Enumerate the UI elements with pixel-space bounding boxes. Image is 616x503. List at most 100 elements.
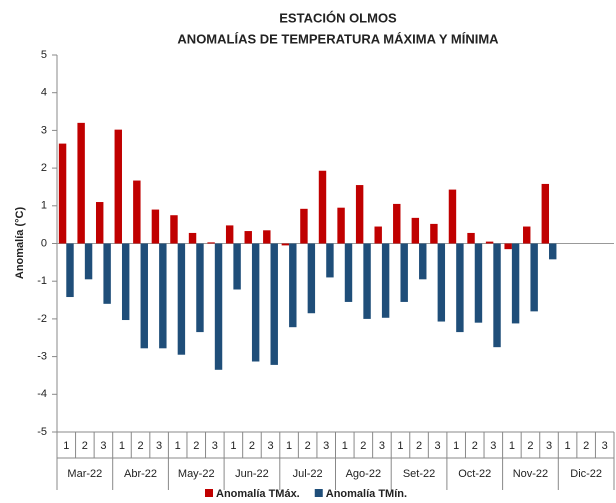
bar <box>207 242 215 244</box>
bar <box>300 208 308 244</box>
x-tick-label: 2 <box>583 440 589 452</box>
bar <box>281 243 290 246</box>
bar <box>58 143 67 244</box>
x-tick-label: 3 <box>323 440 329 452</box>
x-tick-label: 2 <box>137 440 143 452</box>
bar <box>326 243 334 278</box>
bar <box>140 243 148 349</box>
bar <box>121 243 130 321</box>
y-tick-label: 2 <box>41 162 47 174</box>
y-tick-label: 5 <box>41 49 47 61</box>
x-tick-label: 1 <box>230 440 236 452</box>
x-tick-label: 2 <box>249 440 255 452</box>
y-tick-label: -5 <box>37 426 47 438</box>
x-tick-label: 2 <box>193 440 199 452</box>
bar <box>437 243 446 322</box>
chart-subtitle: ANOMALÍAS DE TEMPERATURA MÁXIMA Y MÍNIMA <box>177 31 499 46</box>
legend-label: Anomalía TMín. <box>326 488 407 500</box>
x-tick-label: 3 <box>156 440 162 452</box>
bar <box>549 243 557 260</box>
x-group-label: Jun-22 <box>235 468 269 480</box>
legend-label: Anomalía TMáx. <box>216 488 300 500</box>
bar <box>337 207 345 244</box>
bar <box>214 243 223 370</box>
bar <box>456 243 464 333</box>
x-tick-label: 2 <box>472 440 478 452</box>
legend-swatch <box>205 489 213 497</box>
x-tick-label: 1 <box>509 440 515 452</box>
x-tick-label: 1 <box>63 440 69 452</box>
bar <box>77 122 85 244</box>
x-tick-label: 2 <box>360 440 366 452</box>
x-group-label: Abr-22 <box>124 468 157 480</box>
y-tick-label: -3 <box>37 351 47 363</box>
bar <box>263 230 271 244</box>
y-axis-label: Anomalía (°C) <box>14 207 26 280</box>
y-tick-label: 3 <box>41 124 47 136</box>
bar <box>84 243 93 280</box>
bar <box>66 243 74 298</box>
bar <box>177 243 186 355</box>
x-tick-label: 3 <box>379 440 385 452</box>
bar <box>530 243 538 312</box>
x-tick-label: 2 <box>527 440 533 452</box>
bar <box>225 225 234 244</box>
x-tick-label: 1 <box>119 440 125 452</box>
bar <box>474 243 483 323</box>
y-tick-label: 4 <box>41 87 47 99</box>
x-tick-label: 3 <box>546 440 552 452</box>
bar <box>485 241 494 244</box>
bar <box>151 209 160 244</box>
x-group-label: Dic-22 <box>570 468 602 480</box>
bar <box>307 243 316 314</box>
bar <box>493 243 501 348</box>
x-group-label: May-22 <box>178 468 215 480</box>
bar <box>159 243 167 349</box>
bar <box>374 226 382 244</box>
x-tick-label: 2 <box>305 440 311 452</box>
y-tick-label: -2 <box>37 313 47 325</box>
bar <box>270 243 278 365</box>
y-tick-label: -1 <box>37 275 47 287</box>
bar <box>430 223 438 244</box>
x-tick-label: 3 <box>435 440 441 452</box>
bar <box>344 243 353 302</box>
x-tick-label: 2 <box>416 440 422 452</box>
x-tick-label: 1 <box>342 440 348 452</box>
bar <box>188 232 197 244</box>
x-group-label: Mar-22 <box>67 468 102 480</box>
bar <box>133 180 141 244</box>
x-group-label: Set-22 <box>403 468 435 480</box>
y-tick-label: 1 <box>41 200 47 212</box>
bar <box>196 243 204 333</box>
x-tick-label: 1 <box>397 440 403 452</box>
bar <box>467 232 475 244</box>
bar <box>541 183 550 244</box>
bar <box>318 170 327 244</box>
bar <box>419 243 427 280</box>
x-tick-label: 1 <box>286 440 292 452</box>
bar <box>355 185 364 244</box>
bar <box>244 231 252 244</box>
x-tick-label: 1 <box>175 440 181 452</box>
bar <box>363 243 371 319</box>
bar <box>289 243 297 328</box>
bar <box>114 129 122 244</box>
x-tick-label: 3 <box>100 440 106 452</box>
x-tick-label: 1 <box>565 440 571 452</box>
chart-title: ESTACIÓN OLMOS <box>279 10 397 25</box>
bar <box>103 243 111 304</box>
x-tick-label: 1 <box>453 440 459 452</box>
bar <box>504 243 512 250</box>
x-tick-label: 3 <box>490 440 496 452</box>
x-group-label: Nov-22 <box>513 468 548 480</box>
bar <box>251 243 260 362</box>
bar <box>400 243 408 302</box>
bar <box>233 243 241 290</box>
bar <box>393 203 401 244</box>
bar <box>448 189 457 244</box>
x-tick-label: 3 <box>602 440 608 452</box>
bar <box>511 243 520 324</box>
bar <box>170 215 178 244</box>
